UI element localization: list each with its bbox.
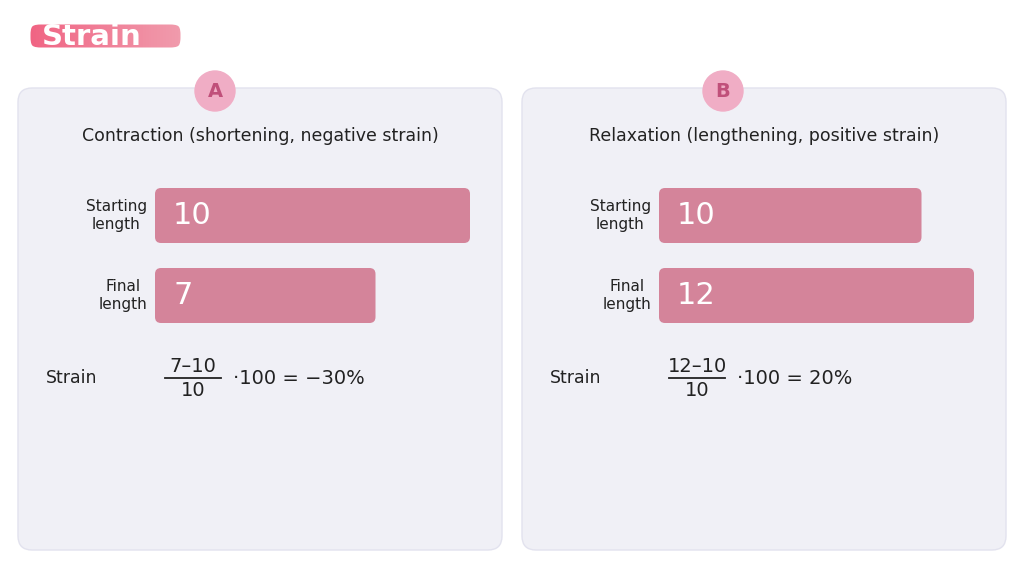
- Text: Final
length: Final length: [602, 279, 651, 312]
- Bar: [131, 12, 134, 60]
- Bar: [72, 12, 76, 60]
- FancyBboxPatch shape: [155, 188, 470, 243]
- Bar: [119, 12, 123, 60]
- Bar: [89, 12, 93, 60]
- Text: 10: 10: [685, 381, 710, 399]
- Bar: [172, 12, 176, 60]
- Text: Starting
length: Starting length: [590, 199, 651, 232]
- Bar: [136, 12, 140, 60]
- Bar: [27, 12, 31, 60]
- Circle shape: [703, 71, 743, 111]
- Bar: [36, 12, 40, 60]
- Bar: [86, 12, 90, 60]
- Text: 7: 7: [173, 281, 193, 310]
- Bar: [48, 12, 51, 60]
- Bar: [139, 12, 143, 60]
- Bar: [75, 12, 78, 60]
- Bar: [169, 12, 173, 60]
- Bar: [113, 12, 117, 60]
- Bar: [106, 12, 111, 60]
- Bar: [161, 12, 164, 60]
- Bar: [104, 12, 108, 60]
- Bar: [95, 12, 99, 60]
- Bar: [178, 12, 182, 60]
- Text: Starting
length: Starting length: [86, 199, 147, 232]
- Bar: [184, 12, 188, 60]
- Bar: [122, 12, 126, 60]
- Bar: [53, 12, 57, 60]
- Bar: [20, 12, 25, 60]
- Bar: [83, 12, 87, 60]
- Bar: [78, 12, 81, 60]
- Bar: [116, 12, 120, 60]
- Text: 12: 12: [677, 281, 716, 310]
- Text: Strain: Strain: [46, 369, 97, 387]
- FancyBboxPatch shape: [18, 88, 502, 550]
- Bar: [45, 12, 48, 60]
- Bar: [193, 12, 197, 60]
- Text: 10: 10: [677, 201, 716, 230]
- Text: ·100 = 20%: ·100 = 20%: [737, 369, 852, 387]
- Text: Strain: Strain: [550, 369, 601, 387]
- FancyBboxPatch shape: [659, 188, 922, 243]
- FancyBboxPatch shape: [155, 268, 376, 323]
- Bar: [39, 12, 43, 60]
- Bar: [30, 12, 34, 60]
- Bar: [80, 12, 84, 60]
- Bar: [62, 12, 67, 60]
- Text: Strain: Strain: [42, 23, 141, 51]
- Bar: [56, 12, 60, 60]
- Bar: [134, 12, 137, 60]
- Bar: [145, 12, 150, 60]
- Bar: [101, 12, 105, 60]
- Bar: [24, 12, 28, 60]
- Bar: [42, 12, 46, 60]
- Bar: [166, 12, 170, 60]
- Text: 12–10: 12–10: [668, 357, 727, 376]
- Text: ·100 = −30%: ·100 = −30%: [233, 369, 365, 387]
- Bar: [142, 12, 146, 60]
- Bar: [18, 12, 22, 60]
- Bar: [66, 12, 70, 60]
- Text: 7–10: 7–10: [170, 357, 216, 376]
- Bar: [181, 12, 185, 60]
- Bar: [187, 12, 191, 60]
- Bar: [190, 12, 194, 60]
- Text: Contraction (shortening, negative strain): Contraction (shortening, negative strain…: [82, 127, 438, 145]
- Text: Relaxation (lengthening, positive strain): Relaxation (lengthening, positive strain…: [589, 127, 939, 145]
- Bar: [125, 12, 129, 60]
- Bar: [155, 12, 159, 60]
- Text: Final
length: Final length: [98, 279, 147, 312]
- Text: 10: 10: [180, 381, 206, 399]
- Bar: [128, 12, 132, 60]
- Text: B: B: [716, 82, 730, 101]
- Bar: [164, 12, 167, 60]
- Bar: [92, 12, 96, 60]
- Bar: [152, 12, 156, 60]
- Text: A: A: [208, 82, 222, 101]
- Bar: [98, 12, 102, 60]
- FancyBboxPatch shape: [522, 88, 1006, 550]
- FancyBboxPatch shape: [659, 268, 974, 323]
- Bar: [69, 12, 73, 60]
- Bar: [110, 12, 114, 60]
- Bar: [59, 12, 63, 60]
- Bar: [158, 12, 162, 60]
- Bar: [175, 12, 179, 60]
- Text: 10: 10: [173, 201, 212, 230]
- Bar: [33, 12, 37, 60]
- Bar: [50, 12, 54, 60]
- Bar: [148, 12, 153, 60]
- Circle shape: [195, 71, 234, 111]
